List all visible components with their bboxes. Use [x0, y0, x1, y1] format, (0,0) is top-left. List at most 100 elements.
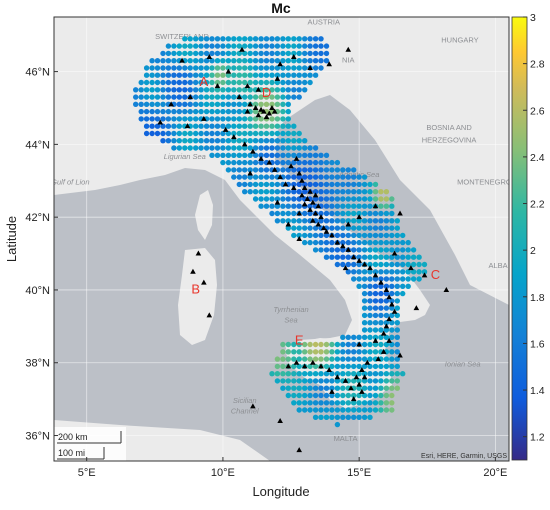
grid-cell	[198, 123, 204, 129]
grid-cell	[209, 94, 215, 100]
grid-cell	[274, 116, 281, 122]
grid-cell	[143, 130, 150, 137]
station-marker	[380, 330, 387, 336]
grid-cell	[334, 225, 341, 231]
grid-cell	[198, 79, 204, 86]
grid-cell	[236, 174, 242, 180]
grid-cell	[372, 269, 379, 275]
grid-cell	[225, 101, 232, 108]
grid-cell	[198, 36, 204, 42]
grid-cell	[361, 239, 368, 246]
station-marker	[285, 221, 292, 227]
station-marker	[307, 188, 313, 194]
grid-cell	[280, 94, 286, 100]
grid-cell	[372, 283, 379, 289]
grid-cell	[242, 181, 248, 188]
grid-cell	[394, 312, 400, 319]
grid-cell	[171, 116, 177, 122]
grid-cell	[389, 218, 395, 224]
grid-cell	[203, 138, 210, 144]
grid-cell	[378, 305, 384, 311]
grid-cell	[329, 210, 335, 217]
grid-cell	[334, 385, 341, 391]
station-marker	[231, 134, 237, 140]
grid-cell	[356, 334, 362, 340]
grid-cell	[285, 196, 291, 202]
grid-cell	[280, 203, 286, 209]
grid-cell	[258, 189, 264, 195]
grid-cell	[329, 174, 335, 180]
grid-cell	[247, 116, 253, 122]
grid-cell	[302, 385, 308, 391]
grid-cell	[274, 50, 281, 57]
grid-cell	[176, 72, 182, 78]
grid-cell	[394, 298, 400, 304]
grid-cell	[214, 72, 221, 78]
grid-cell	[171, 123, 177, 129]
grid-cell	[242, 123, 248, 129]
grid-cell	[236, 72, 242, 78]
grid-cell	[291, 79, 297, 86]
grid-cell	[263, 152, 270, 158]
station-marker	[290, 54, 297, 60]
station-marker	[356, 257, 362, 263]
grid-cell	[269, 79, 275, 86]
grid-cell	[209, 145, 215, 151]
grid-cell	[329, 392, 335, 399]
grid-cell	[171, 43, 177, 49]
station-marker	[310, 199, 316, 205]
region-label: A	[200, 74, 209, 89]
grid-cell	[143, 123, 150, 129]
grid-cell	[149, 116, 155, 122]
grid-cell	[351, 218, 357, 224]
grid-cell	[394, 276, 400, 282]
grid-cell	[193, 94, 199, 100]
station-marker	[340, 243, 346, 249]
grid-cell	[182, 116, 188, 122]
grid-cell	[263, 43, 270, 49]
grid-cell	[356, 239, 362, 246]
grid-cell	[307, 392, 313, 399]
grid-cell	[242, 72, 248, 78]
scale-bar-box	[54, 427, 126, 461]
grid-cell	[209, 108, 215, 115]
grid-cell	[160, 116, 166, 122]
grid-cell	[274, 65, 281, 71]
grid-cell	[231, 65, 237, 71]
grid-cell	[356, 225, 362, 231]
grid-cell	[274, 152, 281, 158]
grid-cell	[383, 225, 390, 231]
grid-cell	[367, 320, 373, 326]
grid-cell	[143, 87, 150, 93]
station-marker	[356, 341, 362, 347]
grid-cell	[296, 400, 302, 406]
grid-cell	[302, 341, 308, 348]
station-marker	[334, 374, 341, 380]
grid-cell	[383, 210, 390, 217]
grid-cell	[318, 58, 324, 64]
grid-cell	[394, 349, 400, 355]
grid-cell	[383, 283, 390, 289]
mc-grid-cells	[133, 36, 428, 428]
grid-cell	[258, 203, 264, 209]
grid-cell	[143, 72, 150, 78]
grid-cell	[340, 196, 346, 202]
grid-cell	[302, 43, 308, 49]
grid-cell	[334, 159, 341, 166]
grid-cell	[225, 94, 232, 100]
grid-cell	[372, 349, 379, 355]
station-marker	[318, 214, 324, 220]
grid-cell	[389, 261, 395, 268]
grid-cell	[214, 43, 221, 49]
grid-cell	[421, 261, 428, 268]
grid-cell	[269, 145, 275, 151]
grid-cell	[269, 123, 275, 129]
grid-cell	[394, 247, 400, 253]
grid-cell	[318, 36, 324, 42]
grid-cell	[220, 123, 226, 129]
grid-cell	[231, 138, 237, 144]
grid-cell	[269, 152, 275, 158]
grid-cell	[291, 203, 297, 209]
grid-cell	[340, 247, 346, 253]
grid-cell	[296, 94, 302, 100]
